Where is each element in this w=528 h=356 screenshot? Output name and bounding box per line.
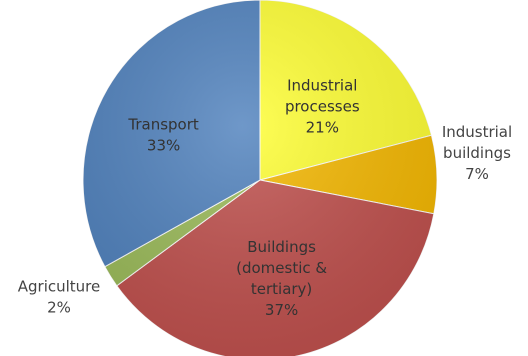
pie-value-label: 7% (465, 165, 489, 183)
pie-label-line: Industrial (287, 76, 357, 94)
pie-value-label: 2% (47, 299, 71, 317)
pie-value-label: 21% (306, 118, 339, 136)
pie-label-industrial-buildings: Industrial buildings 7% (442, 123, 512, 183)
pie-label-industrial-processes: Industrial processes 21% (285, 76, 360, 136)
pie-labels: Industrial processes 21% Industrial building… (18, 76, 512, 319)
pie-label-buildings-domestic-tertiary: Buildings (domestic & tertiary) 37% (236, 238, 327, 319)
pie-label-line: (domestic & (236, 259, 327, 277)
pie-label-line: buildings (443, 144, 511, 162)
pie-label-agriculture: Agriculture 2% (18, 278, 101, 317)
pie-label-line: Buildings (247, 238, 316, 256)
pie-label-line: Agriculture (18, 278, 101, 296)
pie-value-label: 33% (147, 137, 180, 155)
pie-label-line: Transport (127, 116, 199, 134)
pie-label-line: processes (285, 97, 360, 115)
pie-slices (82, 0, 438, 356)
pie-label-transport: Transport 33% (127, 116, 199, 155)
pie-label-line: Industrial (442, 123, 512, 141)
pie-label-line: tertiary) (251, 280, 312, 298)
pie-value-label: 37% (265, 301, 298, 319)
